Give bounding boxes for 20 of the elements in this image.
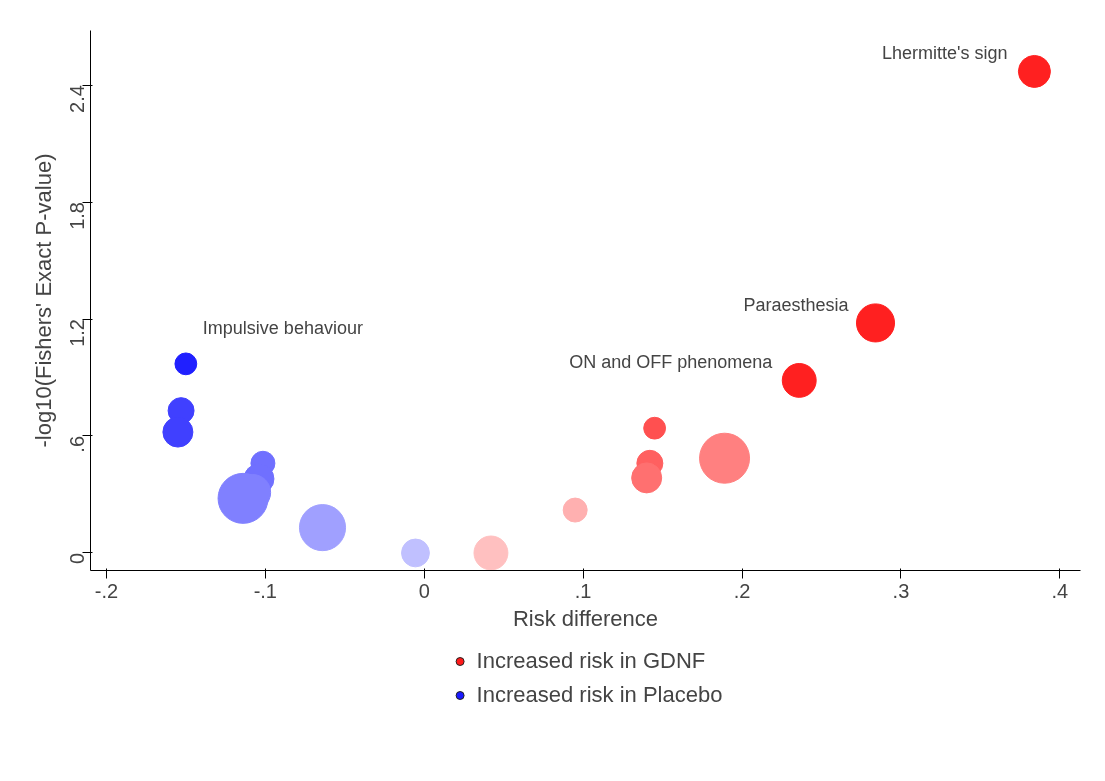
x-tick-label: .3	[892, 579, 910, 602]
x-tick-label: -.1	[253, 579, 277, 602]
legend-label: Increased risk in Placebo	[476, 682, 723, 708]
x-tick-label: -.2	[94, 579, 119, 602]
annotation: Paraesthesia	[743, 294, 850, 315]
x-tick-label: 0	[418, 579, 430, 602]
legend-label: Increased risk in GDNF	[476, 648, 706, 674]
y-tick-label: 1.2	[66, 319, 89, 347]
y-axis-title: -log10(Fishers' Exact P-value)	[30, 153, 56, 448]
annotation: Impulsive behaviour	[202, 317, 363, 338]
y-tick-label: .6	[66, 435, 89, 453]
x-axis-title: Risk difference	[512, 605, 659, 631]
y-tick-label: 0	[66, 552, 89, 565]
x-tick-label: .1	[574, 579, 592, 602]
y-tick-label: 1.8	[66, 202, 89, 230]
annotation: ON and OFF phenomena	[569, 352, 774, 373]
annotation: Lhermitte's sign	[881, 43, 1008, 64]
x-tick-label: .2	[733, 579, 751, 602]
y-tick-label: 2.4	[66, 85, 89, 113]
x-tick-label: .4	[1051, 579, 1069, 602]
